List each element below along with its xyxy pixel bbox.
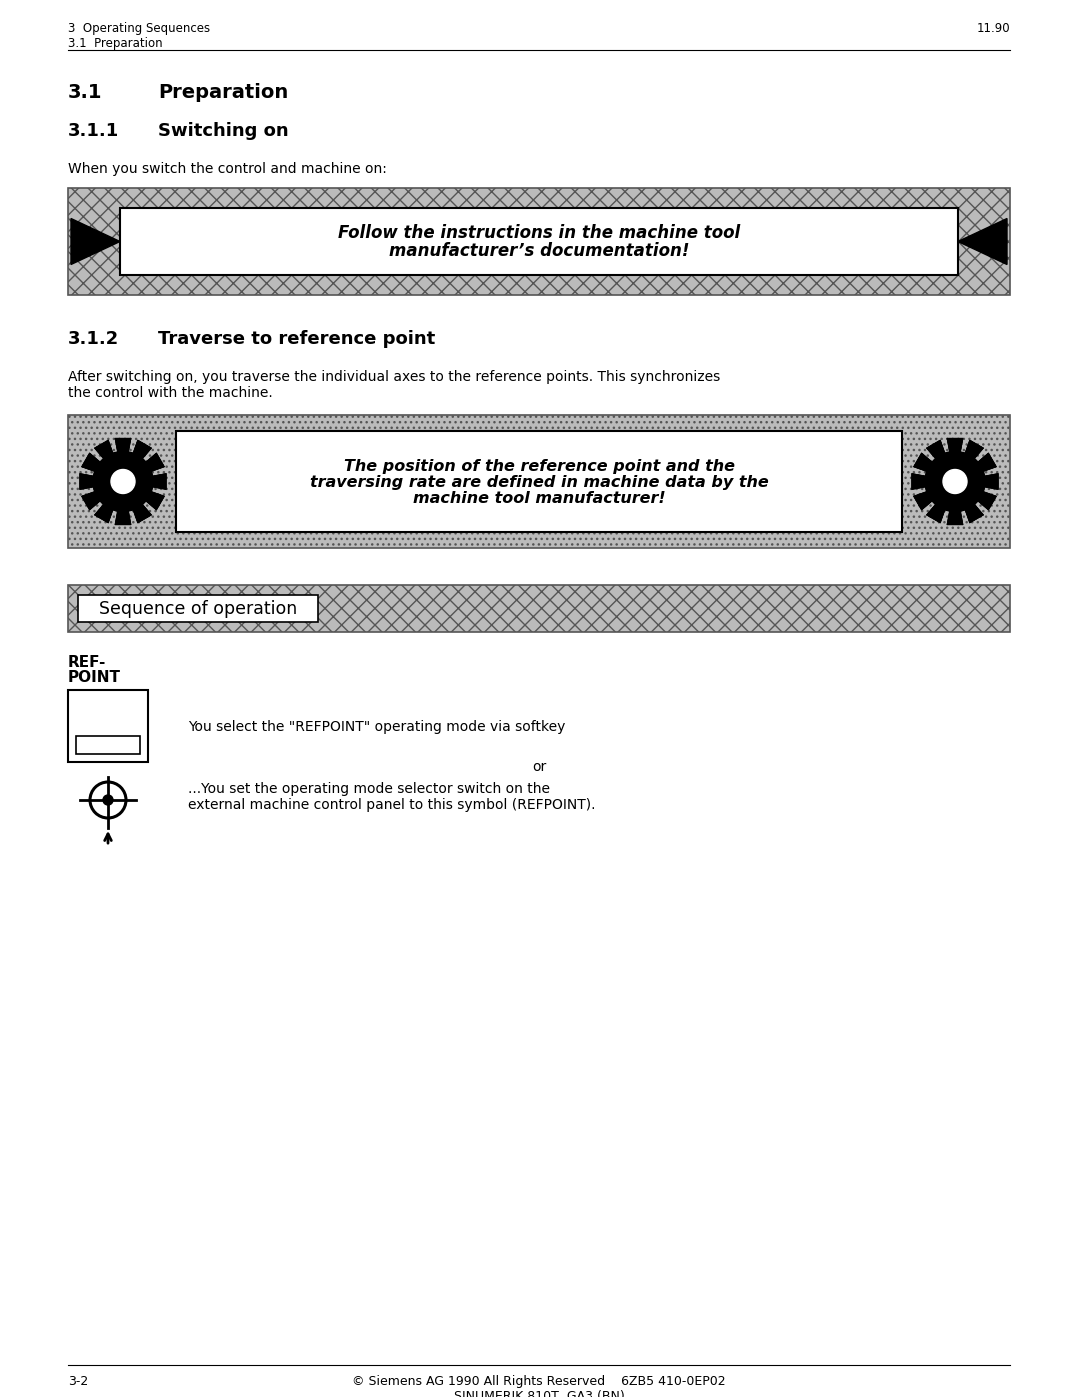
Polygon shape (958, 218, 1007, 264)
Text: Traverse to reference point: Traverse to reference point (158, 330, 435, 348)
Text: 3.1.1: 3.1.1 (68, 122, 119, 140)
Circle shape (943, 469, 967, 493)
Circle shape (924, 451, 985, 511)
Text: © Siemens AG 1990 All Rights Reserved    6ZB5 410-0EP02: © Siemens AG 1990 All Rights Reserved 6Z… (352, 1375, 726, 1389)
Bar (120, 208, 958, 275)
Circle shape (93, 451, 153, 511)
Text: manufacturer’s documentation!: manufacturer’s documentation! (389, 242, 689, 260)
Text: or: or (531, 760, 546, 774)
Circle shape (939, 465, 972, 497)
Text: 3-2: 3-2 (68, 1375, 89, 1389)
Polygon shape (80, 439, 166, 525)
Text: 11.90: 11.90 (976, 22, 1010, 35)
Text: ...You set the operating mode selector switch on the: ...You set the operating mode selector s… (188, 782, 550, 796)
Bar (76, 736, 140, 754)
Text: 3.1: 3.1 (68, 82, 103, 102)
Bar (176, 432, 902, 532)
Text: 3.1  Preparation: 3.1 Preparation (68, 36, 163, 50)
Text: REF-: REF- (68, 655, 106, 671)
Polygon shape (912, 439, 998, 525)
Circle shape (111, 469, 135, 493)
Text: 3  Operating Sequences: 3 Operating Sequences (68, 22, 211, 35)
Text: traversing rate are defined in machine data by the: traversing rate are defined in machine d… (310, 475, 768, 490)
Text: Sequence of operation: Sequence of operation (99, 599, 297, 617)
Polygon shape (912, 439, 998, 525)
Bar (78, 595, 318, 622)
Text: The position of the reference point and the: The position of the reference point and … (343, 460, 734, 474)
Polygon shape (80, 439, 166, 525)
Circle shape (945, 472, 966, 492)
Text: SINUMERIK 810T, GA3 (BN): SINUMERIK 810T, GA3 (BN) (454, 1390, 624, 1397)
Text: machine tool manufacturer!: machine tool manufacturer! (413, 490, 665, 506)
Text: 3.1.2: 3.1.2 (68, 330, 119, 348)
Text: POINT: POINT (68, 671, 121, 685)
Circle shape (103, 795, 113, 805)
Text: Follow the instructions in the machine tool: Follow the instructions in the machine t… (338, 224, 740, 242)
Circle shape (113, 472, 133, 492)
Text: Preparation: Preparation (158, 82, 288, 102)
Bar (68, 690, 148, 761)
Polygon shape (71, 218, 120, 264)
Circle shape (943, 469, 967, 493)
Text: Switching on: Switching on (158, 122, 288, 140)
Text: When you switch the control and machine on:: When you switch the control and machine … (68, 162, 387, 176)
Bar (68, 415, 1010, 548)
Circle shape (107, 465, 139, 497)
Text: the control with the machine.: the control with the machine. (68, 386, 273, 400)
Text: After switching on, you traverse the individual axes to the reference points. Th: After switching on, you traverse the ind… (68, 370, 720, 384)
Text: You select the "REFPOINT" operating mode via softkey: You select the "REFPOINT" operating mode… (188, 719, 565, 733)
Text: external machine control panel to this symbol (REFPOINT).: external machine control panel to this s… (188, 798, 595, 812)
Bar (68, 585, 1010, 631)
Bar (68, 189, 1010, 295)
Circle shape (111, 469, 135, 493)
